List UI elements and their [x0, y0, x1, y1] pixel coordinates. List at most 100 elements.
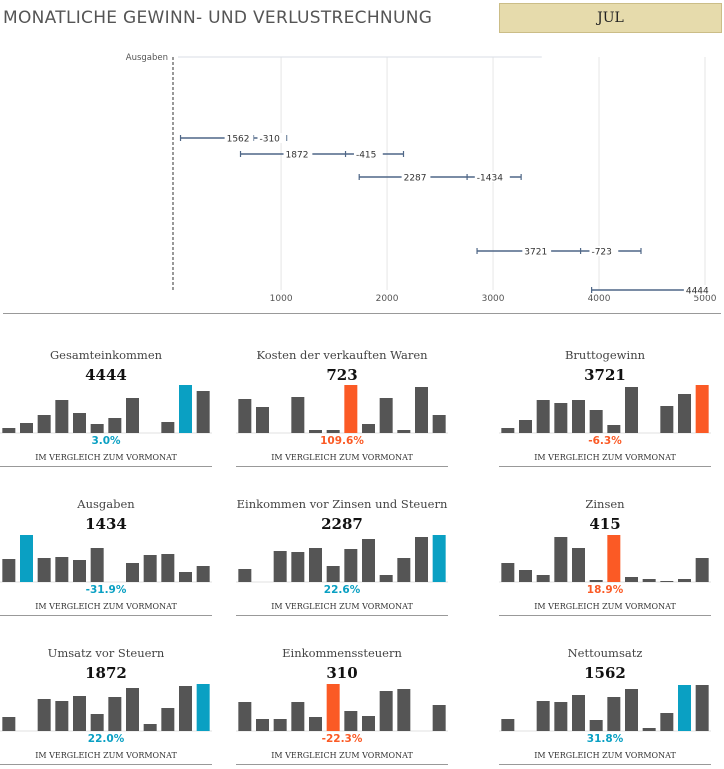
kpi-underline	[236, 764, 448, 765]
kpi-compare-label: IM VERGLEICH ZUM VORMONAT	[534, 453, 676, 462]
kpi-underline	[0, 615, 212, 616]
kpi-bar	[309, 548, 322, 582]
kpi-bar	[126, 398, 139, 433]
data-label-bg	[401, 172, 431, 182]
kpi-bar	[397, 430, 411, 433]
kpi-change: -31.9%	[85, 584, 127, 596]
waterfall-row: 3721 -723	[476, 246, 642, 258]
kpi-bar	[55, 400, 69, 433]
kpi-bar	[273, 719, 287, 731]
kpi-bar	[90, 424, 104, 433]
kpi-bar	[607, 697, 621, 731]
waterfall-row: 1562 -310	[179, 133, 288, 145]
kpi-bar	[126, 688, 139, 731]
data-label: 3721	[524, 248, 547, 258]
kpi-title: Einkommenssteuern	[282, 646, 402, 660]
kpi-bar	[90, 714, 104, 731]
kpi-sparkbar	[499, 685, 711, 732]
kpi-bar	[108, 418, 122, 433]
kpi-card-ebit: Einkommen vor Zinsen und Steuern 2287 22.6…	[236, 487, 448, 616]
kpi-bar	[2, 717, 16, 731]
kpi-bar	[695, 685, 709, 731]
kpi-bar	[20, 423, 33, 433]
kpi-bar	[73, 560, 86, 582]
kpi-bar	[519, 570, 532, 582]
kpi-title: Bruttogewinn	[564, 348, 646, 362]
kpi-change: 22.6%	[323, 584, 361, 596]
kpi-bar	[572, 548, 585, 582]
kpi-bar	[344, 385, 358, 433]
kpi-bar	[501, 563, 515, 582]
data-label: -723	[591, 248, 611, 258]
kpi-value: 723	[326, 366, 358, 384]
kpi-sparkbar	[0, 535, 212, 583]
kpi-card-gesamteinkommen: Gesamteinkommen 4444 3.0% IM VERGLEICH ZUM …	[0, 338, 212, 467]
kpi-change: -6.3%	[588, 435, 622, 447]
data-label-bg	[353, 149, 383, 159]
kpi-bar	[326, 566, 340, 582]
kpi-bar	[536, 575, 550, 582]
kpi-bar	[291, 702, 305, 731]
kpi-change: 18.9%	[586, 584, 624, 596]
kpi-compare-label: IM VERGLEICH ZUM VORMONAT	[35, 602, 177, 611]
kpi-bar	[379, 691, 393, 731]
kpi-bar	[572, 400, 585, 433]
kpi-underline	[499, 764, 711, 765]
x-tick-label: 5000	[694, 294, 717, 304]
x-tick-label: 4000	[588, 294, 611, 304]
kpi-compare-label: IM VERGLEICH ZUM VORMONAT	[271, 602, 413, 611]
kpi-bar	[415, 537, 428, 582]
kpi-sparkbar	[499, 535, 711, 583]
kpi-card-einkommenssteuern: Einkommenssteuern 310 -22.3% IM VERGLEICH Z…	[236, 636, 448, 765]
kpi-title: Ausgaben	[77, 497, 135, 511]
kpi-value: 1872	[85, 664, 127, 682]
kpi-bar	[362, 424, 375, 433]
x-tick-label: 2000	[376, 294, 399, 304]
data-label: 4444	[686, 287, 709, 297]
kpi-title: Kosten der verkauften Waren	[256, 348, 428, 362]
x-tick-label: 3000	[482, 294, 505, 304]
kpi-bar	[379, 398, 393, 433]
kpi-bar	[273, 551, 287, 582]
kpi-bar	[179, 385, 192, 433]
kpi-bar	[554, 702, 568, 731]
kpi-title: Umsatz vor Steuern	[47, 646, 165, 660]
kpi-bar	[73, 696, 86, 731]
kpi-underline	[499, 615, 711, 616]
kpi-bar	[161, 554, 175, 582]
waterfall-chart: 1000 2000 3000 4000 5000 Ausgaben 1562 -310 1872…	[126, 53, 717, 304]
kpi-bar	[126, 563, 139, 582]
kpi-sparkbar	[236, 535, 448, 583]
kpi-compare-label: IM VERGLEICH ZUM VORMONAT	[534, 751, 676, 760]
kpi-bar	[143, 724, 157, 731]
data-label: -1434	[477, 174, 503, 184]
kpi-card-nettoumsatz: Nettoumsatz 1562 31.8% IM VERGLEICH ZUM VOR…	[499, 636, 711, 765]
data-label: 1562	[227, 135, 250, 145]
data-label-bg	[589, 246, 619, 256]
kpi-bar	[309, 430, 322, 433]
waterfall-row: 4444	[591, 285, 713, 297]
kpi-bar	[589, 410, 603, 433]
waterfall-row: 2287 -1434	[358, 172, 522, 184]
kpi-bar	[179, 686, 192, 731]
kpi-bar	[55, 701, 69, 731]
kpi-card-bruttogewinn: Bruttogewinn 3721 -6.3% IM VERGLEICH ZUM VO…	[499, 338, 711, 467]
kpi-bar	[695, 558, 709, 582]
kpi-bar	[660, 713, 674, 731]
data-label-bg	[283, 149, 313, 159]
kpi-bar	[625, 577, 638, 582]
kpi-bar	[642, 728, 656, 731]
month-selector[interactable]: JUL	[499, 3, 722, 33]
kpi-change: 22.0%	[87, 733, 125, 745]
kpi-bar	[161, 422, 175, 433]
section-divider	[3, 313, 721, 314]
kpi-card-umsatz-vor-steuern: Umsatz vor Steuern 1872 22.0% IM VERGLEICH …	[0, 636, 212, 765]
kpi-compare-label: IM VERGLEICH ZUM VORMONAT	[534, 602, 676, 611]
kpi-bar	[625, 387, 638, 433]
kpi-bar	[256, 719, 269, 731]
kpi-compare-label: IM VERGLEICH ZUM VORMONAT	[35, 453, 177, 462]
kpi-title: Nettoumsatz	[567, 646, 643, 660]
kpi-bar	[607, 425, 621, 433]
data-label: 1872	[286, 151, 309, 161]
kpi-bar	[37, 699, 51, 731]
